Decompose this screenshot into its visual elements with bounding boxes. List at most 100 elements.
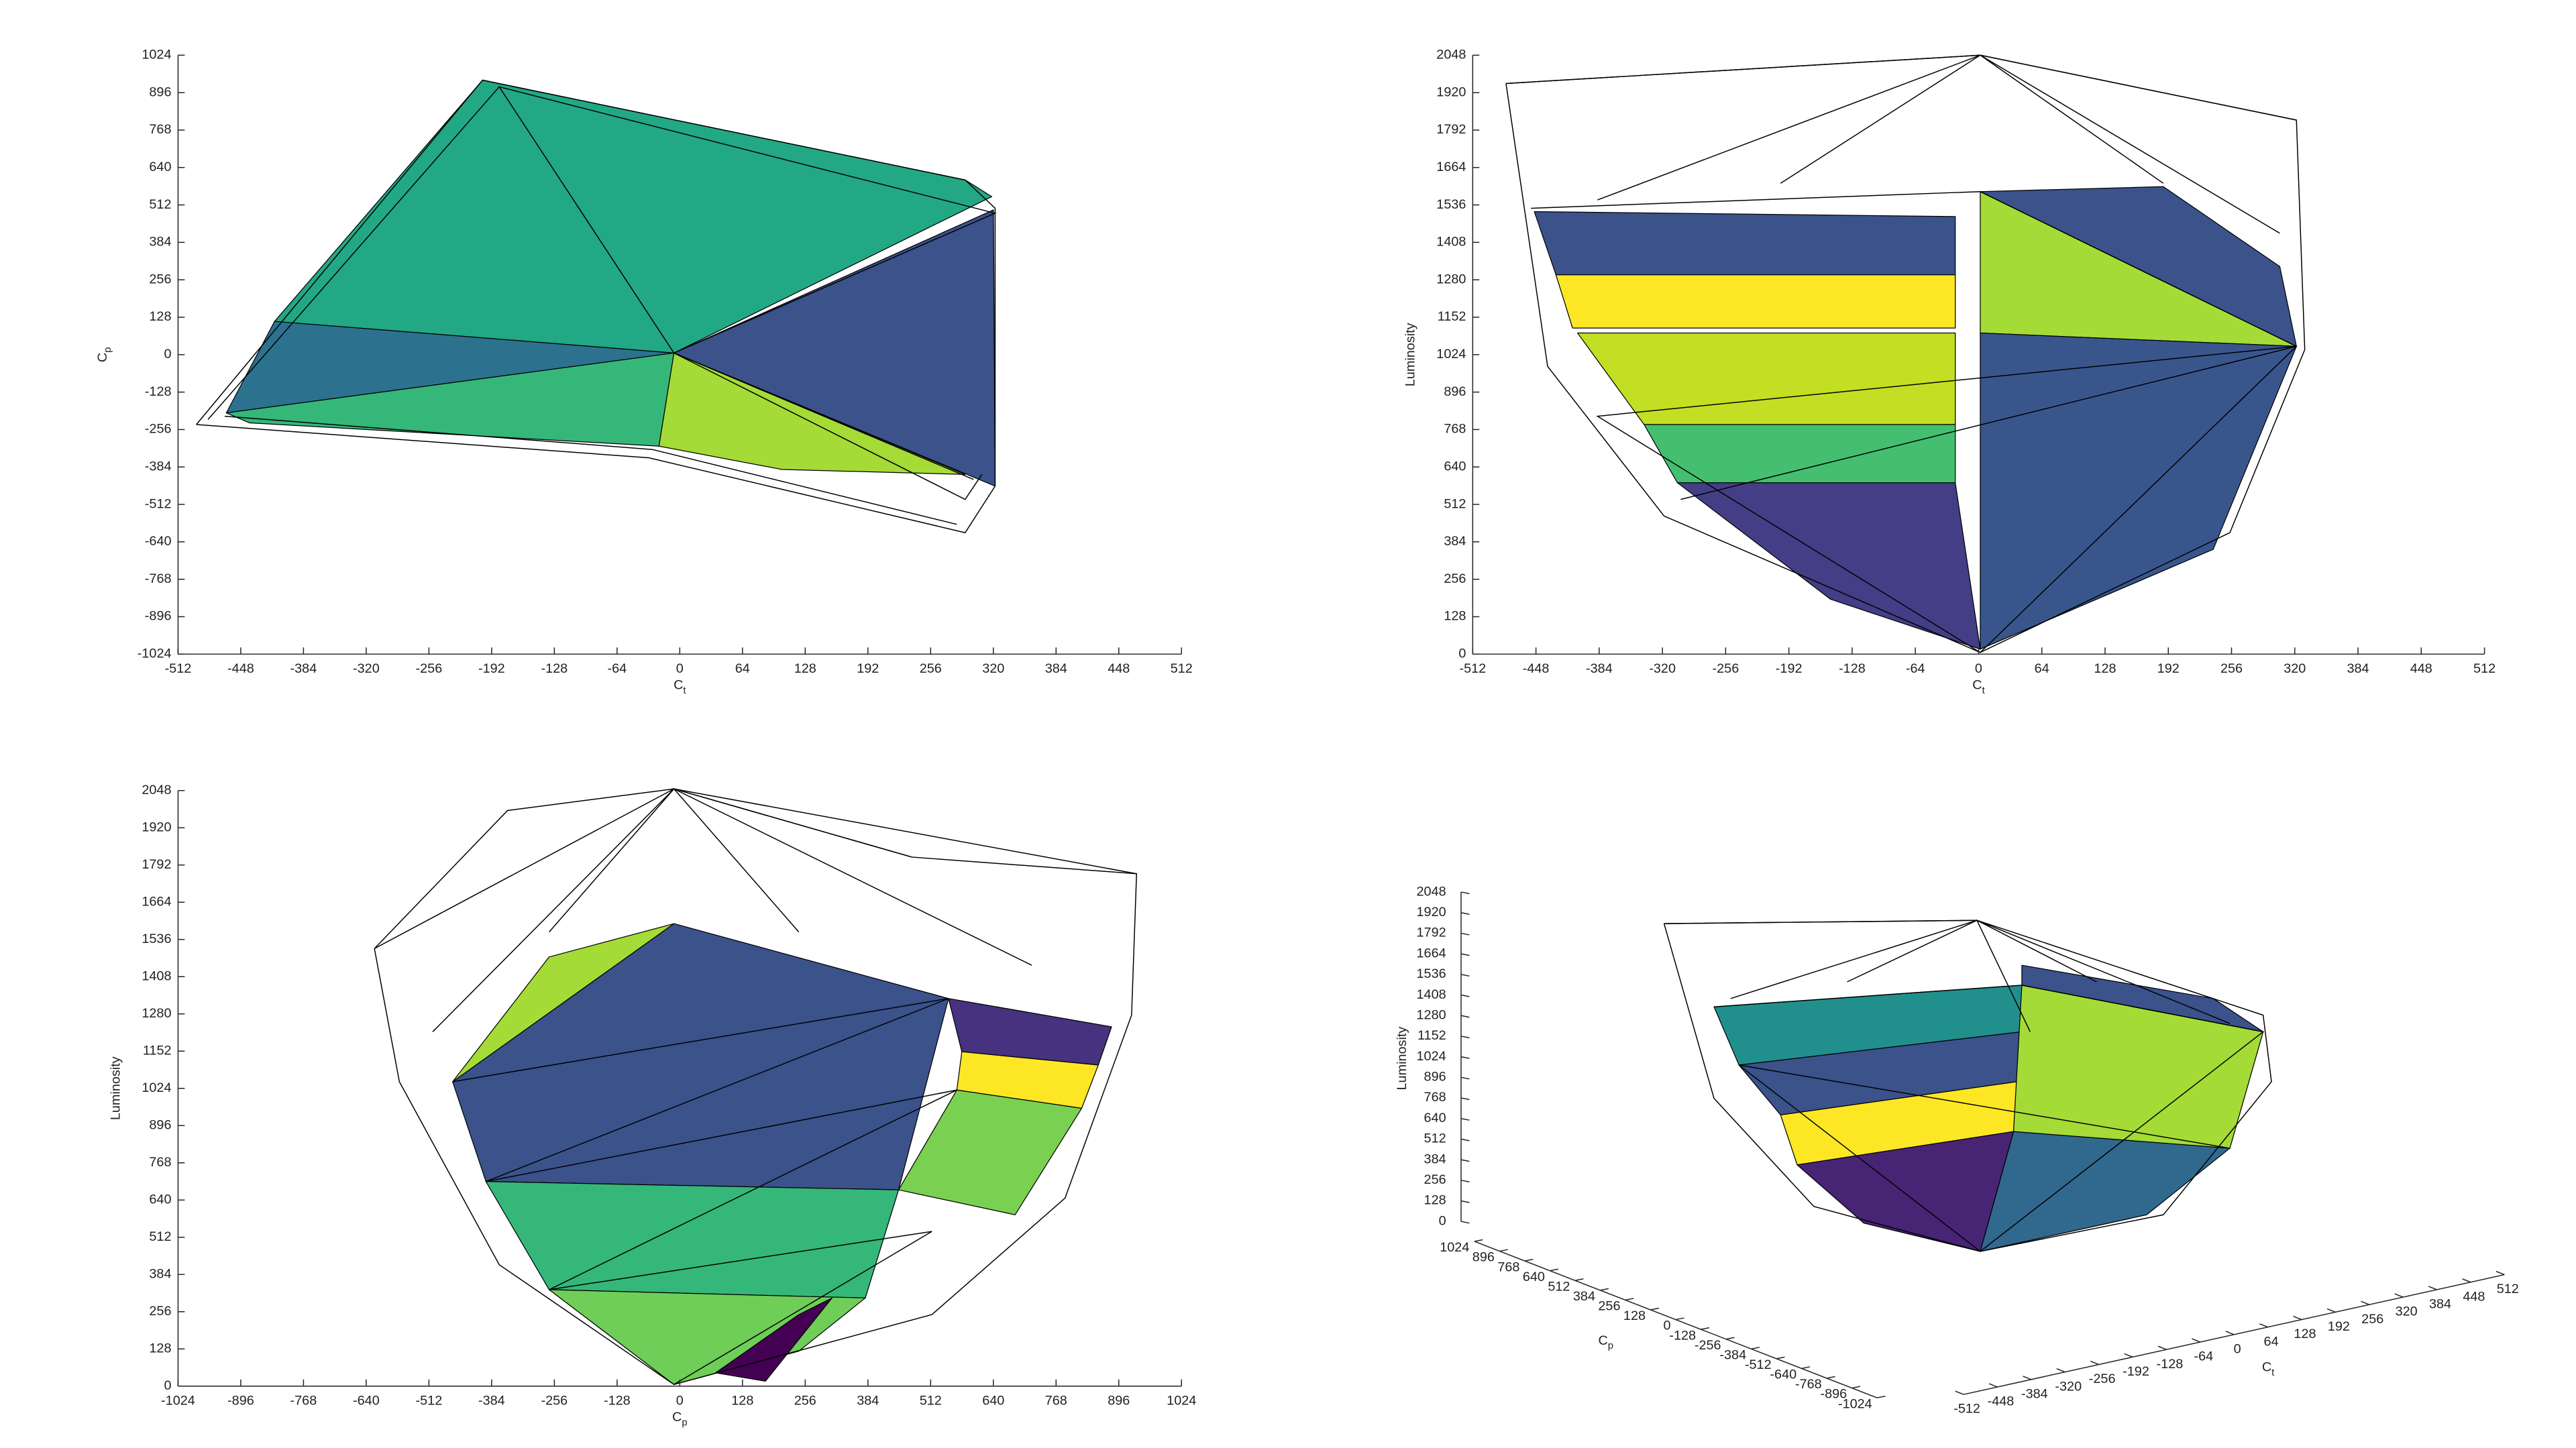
x-tick-label: 192: [857, 661, 879, 676]
y-tick-label: -1024: [1838, 1396, 1872, 1411]
y-tick: [1851, 1386, 1861, 1389]
x-tick: [1955, 1390, 1964, 1395]
y-tick-label: 512: [149, 197, 171, 212]
z-tick: [1460, 974, 1470, 977]
x-tick-label: 640: [982, 1393, 1004, 1408]
y-tick: [1524, 1258, 1534, 1262]
x-tick-label: 256: [920, 661, 942, 676]
axis-label-subscript: t: [2271, 1368, 2275, 1378]
y-tick-label: -128: [145, 384, 172, 399]
y-tick-label: 768: [149, 122, 171, 137]
axis-label-text: C: [674, 678, 683, 693]
y-tick-label: 2048: [1436, 48, 1466, 62]
z-tick: [1460, 1138, 1470, 1141]
z-tick-label: 1152: [1417, 1028, 1446, 1043]
x-tick: [2293, 1315, 2302, 1321]
x-tick: [2259, 1323, 2268, 1328]
z-tick-label: 768: [1424, 1090, 1446, 1105]
x-axis-label: Ct: [674, 678, 686, 696]
y-tick-label: -896: [1820, 1387, 1847, 1402]
x-tick-label: 384: [857, 1393, 879, 1408]
y-axis-label: Luminosity: [109, 1056, 123, 1120]
y-axis-label: Cp: [95, 347, 113, 362]
x-tick-label: -256: [2089, 1372, 2116, 1386]
x-axis-label: Ct: [1972, 678, 1985, 696]
y-tick-label: 768: [1444, 422, 1466, 437]
x-tick-label: 448: [2463, 1289, 2485, 1304]
y-tick-label: 896: [1444, 384, 1466, 399]
x-tick-label: -256: [416, 661, 443, 676]
x-tick-label: -256: [541, 1393, 568, 1408]
y-tick: [1600, 1288, 1609, 1291]
x-tick-label: 384: [2347, 661, 2369, 676]
x-tick-label: -64: [2194, 1349, 2213, 1364]
x-tick-label: -192: [2123, 1364, 2149, 1379]
axis-label-subscript: p: [1608, 1341, 1613, 1351]
x-tick-label: 0: [676, 661, 684, 676]
y-tick: [1776, 1356, 1785, 1359]
y-tick-label: 1920: [1436, 85, 1466, 99]
y-tick-label: 896: [1472, 1250, 1495, 1265]
z-tick: [1460, 1221, 1470, 1224]
y-tick-label: 384: [1444, 534, 1466, 549]
x-tick-label: -128: [604, 1393, 631, 1408]
y-tick: [1550, 1268, 1558, 1272]
surface-shape: [1505, 54, 2306, 653]
z-tick: [1460, 953, 1470, 956]
axis-label-subscript: p: [103, 347, 113, 352]
x-tick-label: 384: [2429, 1296, 2451, 1311]
x-tick-label: 128: [2294, 1327, 2316, 1341]
x-tick-label: 0: [676, 1393, 684, 1408]
y-tick: [1574, 1278, 1584, 1281]
axis-label-subscript: t: [683, 685, 686, 696]
y-tick: [1876, 1395, 1886, 1398]
x-tick-label: -512: [1460, 661, 1487, 676]
y-tick-label: 1152: [1438, 309, 1466, 324]
y-tick-label: -640: [145, 534, 172, 549]
z-tick: [1460, 1159, 1470, 1162]
z-tick-label: 896: [1424, 1070, 1446, 1084]
z-tick: [1460, 1097, 1470, 1101]
x-tick-label: -320: [353, 661, 380, 676]
z-tick: [1460, 1015, 1470, 1018]
x-tick-label: -512: [416, 1393, 443, 1408]
y-tick-label: 128: [149, 309, 171, 324]
x-tick-label: -192: [478, 661, 505, 676]
x-tick-label: -192: [1776, 661, 1803, 676]
x-tick-label: -64: [1906, 661, 1925, 676]
z-tick-label: 256: [1424, 1172, 1446, 1187]
x-tick: [1988, 1383, 1998, 1388]
y-tick-label: -384: [1719, 1347, 1746, 1362]
x-tick-label: 64: [735, 661, 750, 676]
z-tick: [1460, 1200, 1470, 1203]
y-tick-label: -128: [1669, 1328, 1696, 1343]
y-axis: [1474, 1241, 1878, 1398]
axis-label-text: Luminosity: [109, 1056, 123, 1120]
surface-shape: [1663, 919, 2272, 1252]
y-tick-label: 1536: [142, 932, 171, 946]
z-tick-label: 1280: [1417, 1007, 1446, 1022]
axis-label-text: Luminosity: [1403, 323, 1418, 386]
x-tick-label: 0: [1975, 661, 1982, 676]
x-tick: [2428, 1286, 2437, 1290]
x-tick-label: 448: [1108, 661, 1130, 676]
x-tick-label: 256: [794, 1393, 816, 1408]
x-tick-label: 128: [731, 1393, 753, 1408]
x-tick: [2192, 1338, 2201, 1343]
y-tick-label: 256: [149, 1304, 171, 1319]
z-tick-label: 512: [1424, 1131, 1446, 1146]
z-tick-label: 128: [1424, 1193, 1446, 1208]
x-tick: [2496, 1270, 2505, 1276]
y-tick-label: -896: [145, 609, 172, 624]
y-tick-label: 128: [1623, 1308, 1646, 1323]
y-tick-label: 512: [1444, 496, 1466, 511]
x-tick: [2326, 1308, 2336, 1313]
y-tick-label: 640: [149, 1192, 171, 1207]
z-tick-label: 1024: [1417, 1049, 1446, 1064]
y-tick-label: 1024: [142, 48, 171, 62]
y-tick: [1499, 1249, 1508, 1252]
axis-label-text: C: [1972, 678, 1982, 693]
x-tick: [2023, 1376, 2032, 1380]
axis-label-text: C: [95, 353, 110, 362]
x-tick-label: 64: [2035, 661, 2049, 676]
